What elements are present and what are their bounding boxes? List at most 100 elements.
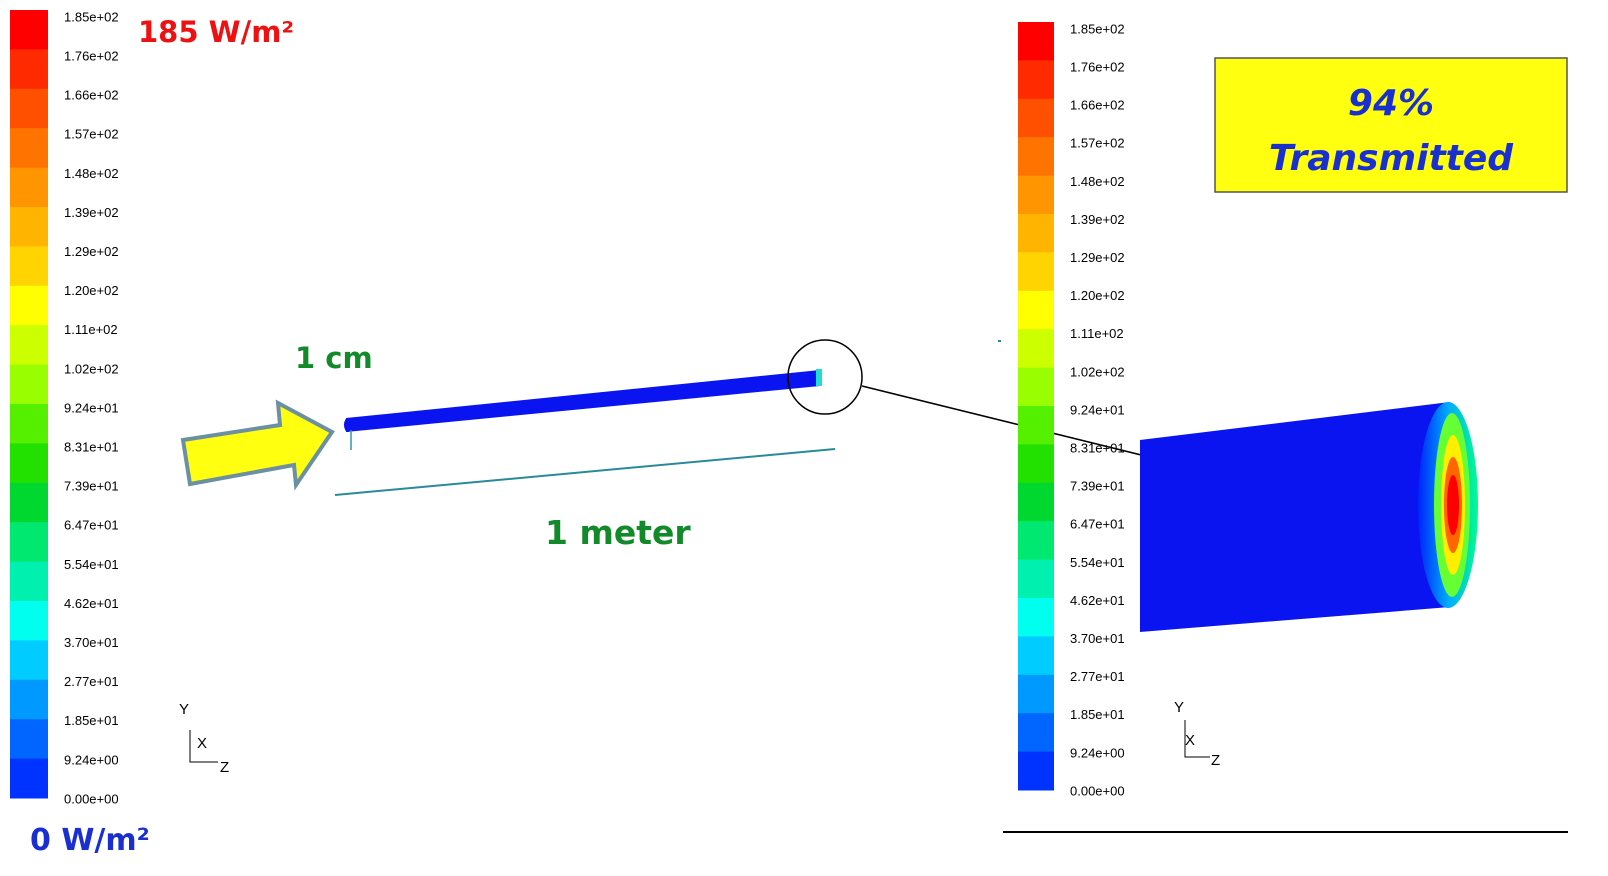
colorbar-label: 1.29e+02 (64, 244, 119, 259)
colorbar-label: 1.85e+01 (64, 713, 119, 728)
colorbar-label: 0.00e+00 (64, 791, 119, 806)
colorbar-band (10, 246, 48, 286)
colorbar-band (1018, 521, 1054, 560)
colorbar-label: 1.57e+02 (64, 127, 119, 142)
colorbar-label: 3.70e+01 (1070, 631, 1125, 646)
rod (346, 370, 820, 432)
colorbar-label: 3.70e+01 (64, 635, 119, 650)
screenshot: 185 W/m² 0 W/m² 1 cm 1 meter Y X Z 94% T… (0, 0, 1608, 876)
colorbar-label: 1.85e+02 (64, 9, 119, 24)
colorbar-band (1018, 406, 1054, 445)
colorbar-band (10, 601, 48, 641)
colorbar-band (10, 365, 48, 405)
colorbar-band (1018, 675, 1054, 714)
min-label: 0 W/m² (30, 823, 150, 858)
colorbar-band (10, 759, 48, 799)
colorbar-label: 5.54e+01 (1070, 555, 1125, 570)
colorbar-band (1018, 444, 1054, 483)
colorbar-band (10, 89, 48, 129)
colorbar-label: 1.20e+02 (64, 283, 119, 298)
colorbar-band (1018, 99, 1054, 138)
colorbar-band (1018, 329, 1054, 368)
colorbar-label: 0.00e+00 (1070, 783, 1125, 798)
colorbar-label: 6.47e+01 (1070, 517, 1125, 532)
colorbar-band (1018, 60, 1054, 99)
colorbar-band (1018, 560, 1054, 599)
axis-z: Z (1211, 752, 1220, 769)
colorbar-label: 1.02e+02 (64, 361, 119, 376)
axis-x: X (1185, 732, 1195, 749)
percent: 94% (1348, 83, 1434, 124)
colorbar-band (10, 522, 48, 562)
colorbar-band (1018, 214, 1054, 253)
colorbar-label: 1.11e+02 (64, 322, 118, 337)
colorbar-band (10, 680, 48, 720)
colorbar-label: 7.39e+01 (1070, 479, 1125, 494)
arrow (183, 403, 332, 485)
colorbar-band (10, 719, 48, 759)
colorbar-band (10, 483, 48, 523)
dot (998, 340, 1001, 342)
rod-inlet (344, 418, 352, 432)
colorbar-label: 8.31e+01 (1070, 441, 1125, 456)
colorbar-label: 4.62e+01 (64, 596, 119, 611)
colorbar-label: 1.76e+02 (64, 49, 119, 64)
colorbar-label: 8.31e+01 (64, 440, 119, 455)
colorbar-label: 1.29e+02 (1070, 250, 1125, 265)
colorbar-band (1018, 713, 1054, 752)
colorbar-band (1018, 483, 1054, 522)
colorbar-band (1018, 598, 1054, 637)
length-label: 1 meter (545, 513, 691, 552)
axis-y: Y (179, 701, 189, 718)
rod-tip (816, 369, 822, 386)
colorbar-label: 6.47e+01 (64, 518, 119, 533)
colorbar-band (1018, 252, 1054, 291)
colorbar-band (10, 286, 48, 326)
colorbar-band (10, 325, 48, 365)
colorbar-band (10, 10, 48, 50)
colorbar-label: 1.66e+02 (1070, 98, 1125, 113)
colorbar-label: 1.02e+02 (1070, 364, 1125, 379)
colorbar-label: 1.66e+02 (64, 88, 119, 103)
axis-x: X (197, 735, 207, 752)
colorbar-band (1018, 176, 1054, 215)
colorbar-band (10, 404, 48, 444)
max-label: 185 W/m² (138, 15, 294, 49)
colorbar-label: 2.77e+01 (64, 674, 119, 689)
axis-triad: Y X Z (179, 701, 229, 776)
colorbar-label: 7.39e+01 (64, 479, 119, 494)
colorbar-label: 1.11e+02 (1070, 326, 1124, 341)
colorbar-label: 5.54e+01 (64, 557, 119, 572)
axis-triad: Y X Z (1174, 699, 1220, 769)
colorbar-label: 1.85e+01 (1070, 707, 1125, 722)
axis-z: Z (220, 759, 229, 776)
colorbar-band (10, 443, 48, 483)
colorbar-band (1018, 291, 1054, 330)
colorbar-band (10, 640, 48, 680)
colorbar-label: 1.76e+02 (1070, 60, 1125, 75)
colorbar-band (1018, 22, 1054, 61)
colorbar-label: 1.57e+02 (1070, 136, 1125, 151)
length-line (335, 449, 835, 495)
colorbar-band (10, 207, 48, 247)
colorbar-band (10, 49, 48, 89)
colorbar-band (1018, 137, 1054, 176)
transmitted: Transmitted (1269, 138, 1514, 179)
colorbar-label: 1.39e+02 (64, 205, 119, 220)
colorbar-label: 9.24e+01 (1070, 402, 1125, 417)
colorbar-label: 9.24e+01 (64, 400, 119, 415)
colorbar-band (10, 128, 48, 168)
colorbar-label: 4.62e+01 (1070, 593, 1125, 608)
axis-y: Y (1174, 699, 1184, 716)
colorbar-label: 1.48e+02 (64, 166, 119, 181)
colorbar-label: 9.24e+00 (64, 752, 119, 767)
end-face (1447, 475, 1459, 535)
colorbar-band (1018, 636, 1054, 675)
colorbar-band (1018, 368, 1054, 407)
diameter-label: 1 cm (295, 341, 373, 375)
colorbar-label: 9.24e+00 (1070, 745, 1125, 760)
rod-end (1140, 402, 1450, 632)
colorbar-label: 1.85e+02 (1070, 21, 1125, 36)
colorbar-label: 2.77e+01 (1070, 669, 1125, 684)
colorbar-band (10, 168, 48, 208)
